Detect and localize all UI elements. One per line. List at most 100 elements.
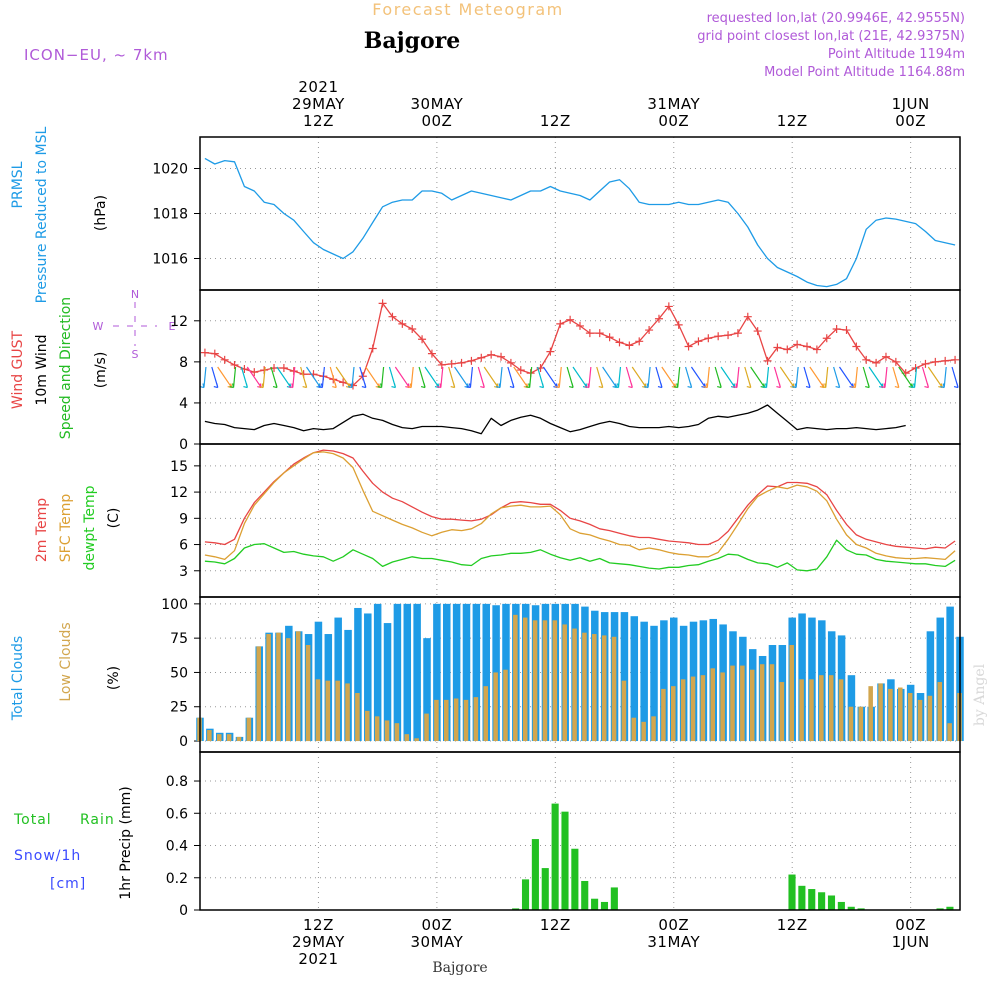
- wind-direction-arrow: [436, 366, 444, 389]
- low-cloud-bar: [276, 632, 281, 742]
- low-cloud-bar: [809, 679, 814, 742]
- rain-bar: [610, 887, 618, 910]
- compass-s: S: [132, 348, 139, 361]
- low-cloud-bar: [335, 680, 340, 742]
- gust-marker: [684, 342, 693, 351]
- y-tick-label: 1016: [152, 252, 188, 268]
- gust-marker: [220, 355, 229, 364]
- wind-direction-arrow: [466, 366, 474, 389]
- gust-marker: [645, 326, 654, 335]
- wind-direction-arrow: [921, 366, 930, 389]
- gust-marker: [418, 335, 427, 344]
- wind-direction-arrow: [300, 366, 308, 389]
- low-cloud-bar: [236, 736, 242, 742]
- snow-label: Snow/1h: [14, 848, 81, 864]
- low-cloud-bar: [542, 620, 548, 742]
- time-label-top: 12Z: [777, 112, 808, 130]
- wind-direction-arrow: [720, 366, 736, 389]
- low-cloud-bar: [621, 680, 627, 742]
- wind-direction-arrow: [614, 366, 622, 389]
- temp-sfc-label: SFC Temp: [58, 494, 74, 563]
- gust-marker: [368, 344, 377, 353]
- wind-direction-arrow: [454, 366, 470, 389]
- gust-marker: [477, 353, 486, 362]
- low-cloud-bar: [266, 634, 271, 742]
- wind-direction-arrow: [495, 366, 503, 389]
- gust-marker: [724, 331, 733, 340]
- total-cloud-bar: [808, 617, 816, 742]
- total-cloud-bar: [670, 617, 678, 742]
- gust-marker: [339, 378, 348, 387]
- low-cloud-bar: [592, 634, 597, 742]
- wind-direction-arrow: [240, 366, 248, 389]
- wind-direction-arrow: [483, 366, 499, 389]
- wind-gust-label: Wind GUST: [10, 330, 26, 409]
- gust-marker: [497, 352, 506, 361]
- wind-direction-arrow: [809, 366, 825, 389]
- temp-unit: (C): [106, 508, 122, 529]
- gust-marker: [812, 345, 821, 354]
- rain-bar: [512, 908, 520, 910]
- pressure-label-prmsl: PRMSL: [10, 161, 26, 208]
- time-label-top: 2021: [298, 78, 338, 96]
- low-cloud-bar: [295, 631, 301, 742]
- rain-bar: [946, 906, 954, 910]
- low-cloud-bar: [532, 620, 538, 742]
- gust-marker: [200, 348, 209, 357]
- low-cloud-bar: [582, 632, 587, 742]
- y-tick-label: 9: [179, 511, 188, 527]
- sfc-temp-line: [204, 451, 956, 561]
- dewpoint-line: [204, 539, 956, 572]
- gust-marker: [398, 319, 407, 328]
- low-cloud-bar: [661, 688, 666, 742]
- gust-marker: [566, 315, 575, 324]
- gust-marker: [506, 358, 515, 367]
- wind-direction-arrow: [655, 366, 663, 389]
- wind-direction-arrow: [927, 366, 943, 389]
- wind-direction-arrow: [703, 366, 710, 389]
- low-cloud-bar: [483, 686, 489, 742]
- model-point-altitude: Model Point Altitude 1164.88m: [764, 65, 965, 80]
- clouds-panel: 0 25 50 75 100: [161, 596, 964, 753]
- wind-direction-arrow: [910, 366, 918, 389]
- wind-direction-arrow: [377, 366, 385, 389]
- total-cloud-bar: [462, 603, 471, 742]
- wind-direction-arrow: [596, 366, 604, 389]
- gust-line: [204, 302, 956, 387]
- low-cloud-bar: [848, 706, 854, 742]
- gust-marker: [911, 364, 920, 373]
- y-tick-label: 100: [161, 597, 188, 613]
- wind-direction-arrow: [868, 366, 884, 389]
- precip-unit: 1hr Precip (mm): [118, 786, 134, 899]
- low-cloud-bar: [522, 617, 528, 742]
- low-cloud-bar: [878, 683, 883, 742]
- wind-direction-arrow: [625, 366, 633, 389]
- gust-marker: [625, 341, 634, 350]
- time-label-top: 29MAY: [292, 95, 345, 113]
- gust-marker: [427, 349, 436, 358]
- low-cloud-bar: [394, 723, 400, 742]
- low-cloud-bar: [720, 672, 725, 742]
- gust-marker: [595, 329, 604, 338]
- low-cloud-bar: [730, 665, 735, 742]
- time-label-bottom: 31MAY: [647, 933, 700, 951]
- gust-marker: [803, 342, 812, 351]
- total-cloud-bar: [472, 603, 481, 742]
- low-cloud-bar: [384, 720, 390, 742]
- gust-marker: [704, 334, 713, 343]
- gust-marker: [931, 357, 940, 366]
- gust-marker: [408, 325, 417, 334]
- wind-unit: (m/s): [93, 352, 109, 389]
- total-cloud-bar: [650, 625, 658, 742]
- low-cloud-bar: [651, 716, 656, 742]
- time-label-bottom: 12Z: [777, 916, 808, 934]
- wind-direction-arrow: [388, 366, 397, 389]
- total-cloud-bar: [373, 603, 382, 742]
- total-cloud-bar: [482, 603, 490, 742]
- precip-panel-labels: Total Rain Snow/1h [cm] 1hr Precip (mm): [13, 786, 134, 899]
- y-tick-label: 0: [179, 437, 188, 453]
- rain-bar: [827, 895, 836, 910]
- gust-marker: [615, 338, 624, 347]
- low-cloud-bar: [700, 675, 706, 742]
